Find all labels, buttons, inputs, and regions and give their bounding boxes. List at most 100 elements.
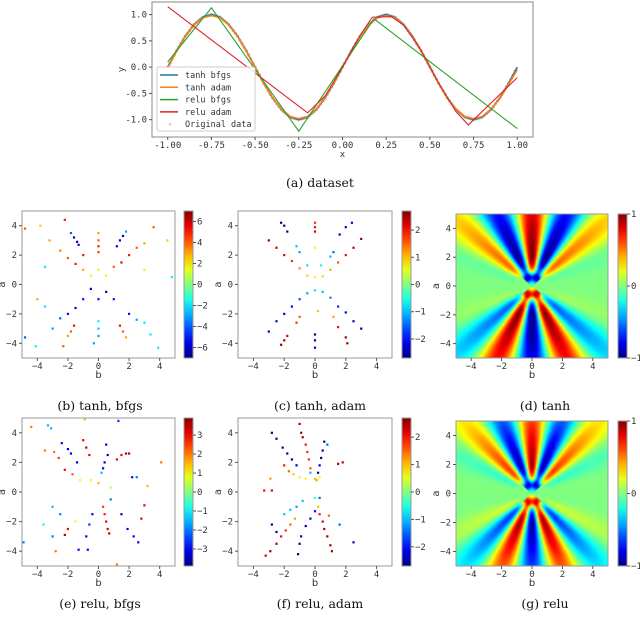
scatter-point: [69, 452, 73, 455]
y-tick-label: 4: [228, 222, 233, 232]
scatter-point: [283, 254, 286, 257]
scatter-point: [97, 251, 100, 254]
scatter-point: [82, 298, 85, 301]
legend-label: relu bfgs: [185, 96, 231, 106]
scatter-point: [36, 298, 39, 301]
scatter-point: [72, 324, 76, 327]
x-tick-label: 2: [126, 570, 131, 580]
colorbar-tick-label: −2: [415, 543, 426, 553]
scatter-point: [143, 268, 146, 271]
series-line-relu-bfgs: [167, 6, 518, 133]
scatter-point: [280, 343, 283, 346]
x-tick-label: −2: [279, 570, 290, 580]
scatter-point: [292, 473, 295, 476]
scatter-point: [140, 517, 143, 520]
scatter-point: [283, 224, 286, 227]
x-tick-label: 2: [343, 362, 348, 372]
scatter-point: [318, 513, 321, 516]
scatter-point: [293, 517, 297, 520]
scatter-point: [120, 513, 123, 516]
scatter-point: [316, 471, 320, 474]
scatter-point: [46, 424, 50, 427]
scatter-point: [89, 287, 92, 291]
scatter-point: [59, 249, 62, 252]
scatter-point: [275, 530, 278, 534]
panel-b-scatter: −4 −2 0 2 4 −4 −2 0 2 4 b a −6 −4 −2 0 2 4 6: [0, 210, 208, 381]
y-tick-label: −2: [440, 519, 451, 529]
scatter-point: [344, 311, 347, 314]
scatter-point: [337, 261, 340, 264]
scatter-point: [321, 275, 324, 278]
scatter-point: [289, 508, 292, 511]
scatter-point: [352, 541, 355, 544]
scatter-point: [128, 254, 131, 257]
scatter-point: [69, 231, 73, 235]
y-tick-label: 0: [446, 282, 451, 292]
scatter-point: [82, 254, 85, 257]
scatter-point: [313, 230, 317, 233]
legend-label: tanh adam: [185, 83, 231, 93]
colorbar-tick-label: 0: [631, 490, 636, 500]
colorbar-gradient: [183, 417, 194, 567]
scatter-point: [306, 264, 309, 267]
scatter-point: [77, 548, 80, 551]
legend: tanh bfgs tanh adam relu bfgs relu adam Orig…: [156, 66, 256, 132]
x-tick-label: 2: [560, 570, 565, 580]
scatter-point: [63, 468, 66, 471]
scatter-point: [54, 550, 57, 553]
scatter-point: [315, 479, 318, 482]
scatter-point: [290, 458, 293, 461]
scatter-point: [53, 450, 56, 454]
scatter-point: [344, 254, 347, 257]
scatter-point: [329, 544, 332, 547]
x-tick-label: 1.00: [506, 141, 528, 151]
scatter-point: [323, 440, 326, 443]
scatter-point: [132, 535, 135, 538]
x-axis-label: b: [312, 578, 318, 589]
scatter-point: [166, 239, 169, 242]
x-tick-label: 2: [560, 362, 565, 372]
colorbar-gradient: [401, 417, 412, 567]
scatter-point: [112, 298, 115, 301]
y-axis-label: a: [431, 490, 442, 496]
y-tick-label: 4: [446, 224, 451, 234]
scatter-point: [267, 330, 270, 333]
colorbar-tick-label: −1: [631, 562, 640, 572]
colorbar: −1 0 1: [617, 417, 640, 572]
x-tick-label: -0.75: [198, 141, 225, 151]
x-tick-label: 0: [96, 570, 101, 580]
x-tick-label: −4: [466, 362, 477, 372]
scatter-point: [101, 505, 105, 508]
y-tick-label: 0: [446, 490, 451, 500]
y-tick-label: 2: [228, 251, 233, 261]
scatter-point: [301, 436, 304, 439]
scatter-point: [316, 309, 320, 313]
y-axis-label: y: [117, 66, 127, 72]
scatter-point: [97, 320, 100, 323]
x-tick-label: −4: [248, 362, 259, 372]
y-tick-label: -1.0: [125, 116, 147, 126]
scatter-point: [327, 514, 330, 517]
y-tick-label: −2: [6, 518, 17, 528]
scatter-point: [79, 479, 82, 482]
y-tick-label: 0: [12, 281, 17, 291]
scatter-point: [298, 542, 301, 545]
scatter-point: [97, 239, 100, 242]
scatter-point: [34, 345, 37, 348]
scatter-point: [30, 425, 33, 428]
scatter-point: [280, 535, 283, 538]
scatter-point: [360, 327, 363, 330]
scatter-point: [321, 449, 324, 452]
y-axis-label: a: [213, 489, 224, 495]
scatter-point: [160, 461, 163, 464]
scatter-point: [283, 464, 286, 467]
x-tick-label: 0: [529, 362, 534, 372]
scatter-point: [264, 554, 267, 557]
scatter-point: [143, 321, 146, 324]
x-tick-label: 0.75: [463, 141, 485, 151]
colorbar: −3 −2 −1 0 1 2 3: [183, 417, 208, 567]
x-tick-label: 0.00: [332, 141, 354, 151]
colorbar-tick-label: −1: [197, 507, 208, 517]
colorbar-tick-label: 1: [197, 469, 202, 479]
scatter-point: [42, 523, 45, 526]
